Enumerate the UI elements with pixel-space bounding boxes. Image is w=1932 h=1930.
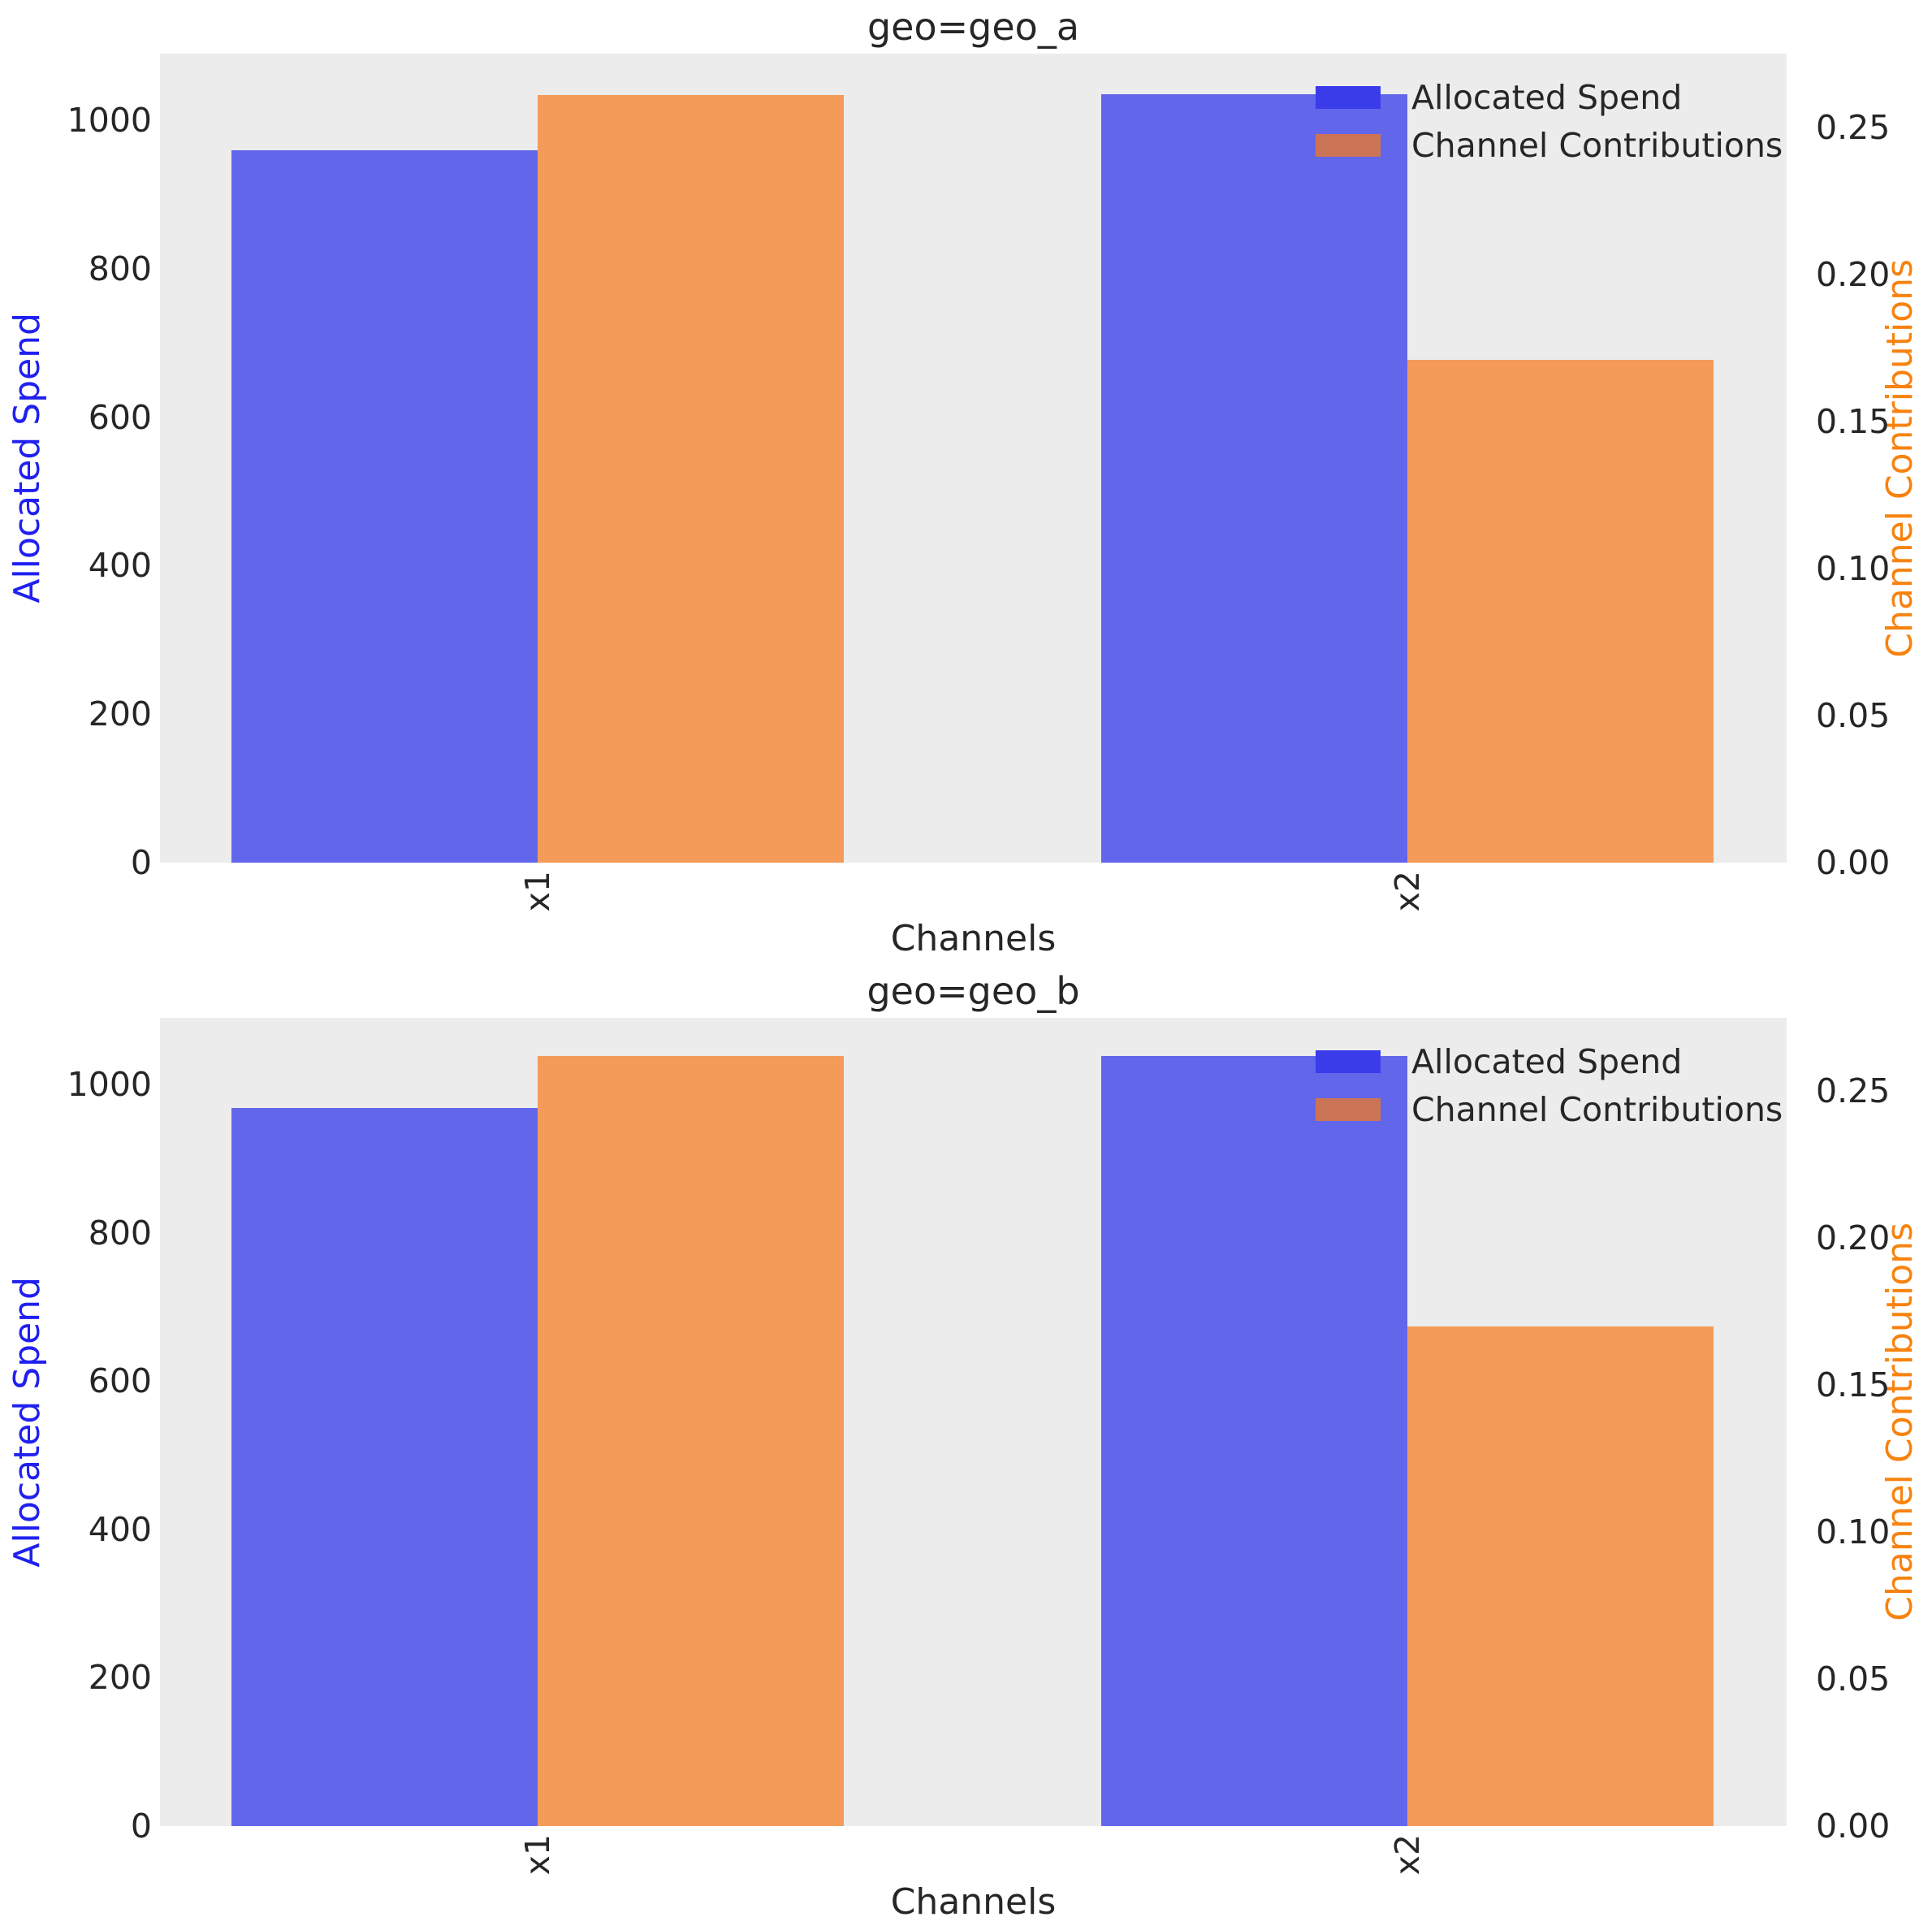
x-tick-x2: x2 — [1379, 871, 1436, 944]
left-y-tick-200: 200 — [88, 1658, 152, 1698]
x-tick-label: x1 — [518, 871, 558, 912]
right-y-tick-0-15: 0.15 — [1816, 1365, 1891, 1405]
left-y-axis-label: Allocated Spend — [6, 1276, 48, 1568]
x-tick-x1: x1 — [509, 1834, 566, 1907]
legend-swatch-allocated-spend — [1316, 85, 1381, 109]
legend-label: Channel Contributions — [1411, 1089, 1783, 1129]
plot-area — [160, 1018, 1787, 1826]
legend-label: Allocated Spend — [1411, 77, 1683, 117]
left-y-tick-0: 0 — [130, 843, 152, 882]
legend-label: Channel Contributions — [1411, 125, 1783, 165]
legend-item-channel-contributions: Channel Contributions — [1316, 1085, 1783, 1133]
legend-swatch-channel-contributions — [1316, 1097, 1381, 1121]
right-y-tick-0-20: 0.20 — [1816, 254, 1891, 294]
legend-item-channel-contributions: Channel Contributions — [1316, 121, 1783, 169]
bar-allocated-spend-x2 — [1101, 94, 1408, 863]
right-y-axis-label: Channel Contributions — [1878, 1222, 1921, 1621]
bar-channel-contributions-x2 — [1407, 1326, 1714, 1826]
left-y-tick-600: 600 — [88, 1361, 152, 1401]
legend-item-allocated-spend: Allocated Spend — [1316, 1037, 1783, 1085]
x-tick-label: x2 — [1388, 1834, 1428, 1876]
x-axis-label: Channels — [890, 1881, 1057, 1923]
legend-item-allocated-spend: Allocated Spend — [1316, 73, 1783, 121]
left-y-tick-1000: 1000 — [67, 1065, 152, 1105]
left-y-axis-label: Allocated Spend — [6, 313, 48, 604]
x-tick-x2: x2 — [1379, 1834, 1436, 1907]
legend: Allocated Spend Channel Contributions — [1316, 1037, 1783, 1133]
plot-area — [160, 54, 1787, 863]
left-y-tick-800: 800 — [88, 249, 152, 288]
left-y-tick-400: 400 — [88, 1509, 152, 1549]
right-y-tick-0-10: 0.10 — [1816, 548, 1891, 588]
bar-channel-contributions-x2 — [1407, 359, 1714, 863]
legend-swatch-channel-contributions — [1316, 133, 1381, 157]
x-tick-x1: x1 — [509, 871, 566, 944]
bar-channel-contributions-x1 — [538, 94, 845, 863]
x-tick-label: x1 — [518, 1834, 558, 1876]
legend: Allocated Spend Channel Contributions — [1316, 73, 1783, 169]
right-y-tick-0-00: 0.00 — [1816, 843, 1891, 882]
legend-swatch-allocated-spend — [1316, 1049, 1381, 1073]
legend-label: Allocated Spend — [1411, 1041, 1683, 1081]
plot-title: geo=geo_a — [867, 5, 1080, 49]
right-y-tick-0-05: 0.05 — [1816, 695, 1891, 735]
plot-title: geo=geo_b — [867, 969, 1080, 1013]
bar-allocated-spend-x1 — [231, 149, 538, 863]
right-y-tick-0-20: 0.20 — [1816, 1218, 1891, 1258]
right-y-tick-0-25: 0.25 — [1816, 107, 1891, 147]
left-y-tick-1000: 1000 — [67, 101, 152, 141]
bar-channel-contributions-x1 — [538, 1056, 845, 1826]
right-y-tick-0-05: 0.05 — [1816, 1660, 1891, 1699]
right-y-axis-label: Channel Contributions — [1878, 258, 1921, 658]
x-axis-label: Channels — [890, 918, 1057, 959]
bar-allocated-spend-x1 — [231, 1108, 538, 1826]
left-y-tick-800: 800 — [88, 1213, 152, 1253]
right-y-tick-0-25: 0.25 — [1816, 1071, 1891, 1111]
left-y-tick-200: 200 — [88, 695, 152, 734]
right-y-tick-0-15: 0.15 — [1816, 401, 1891, 441]
x-tick-label: x2 — [1388, 871, 1428, 912]
left-y-tick-0: 0 — [130, 1807, 152, 1846]
right-y-tick-0-00: 0.00 — [1816, 1807, 1891, 1846]
left-y-tick-400: 400 — [88, 546, 152, 586]
bar-allocated-spend-x2 — [1101, 1056, 1408, 1826]
right-y-tick-0-10: 0.10 — [1816, 1512, 1891, 1552]
left-y-tick-600: 600 — [88, 397, 152, 437]
